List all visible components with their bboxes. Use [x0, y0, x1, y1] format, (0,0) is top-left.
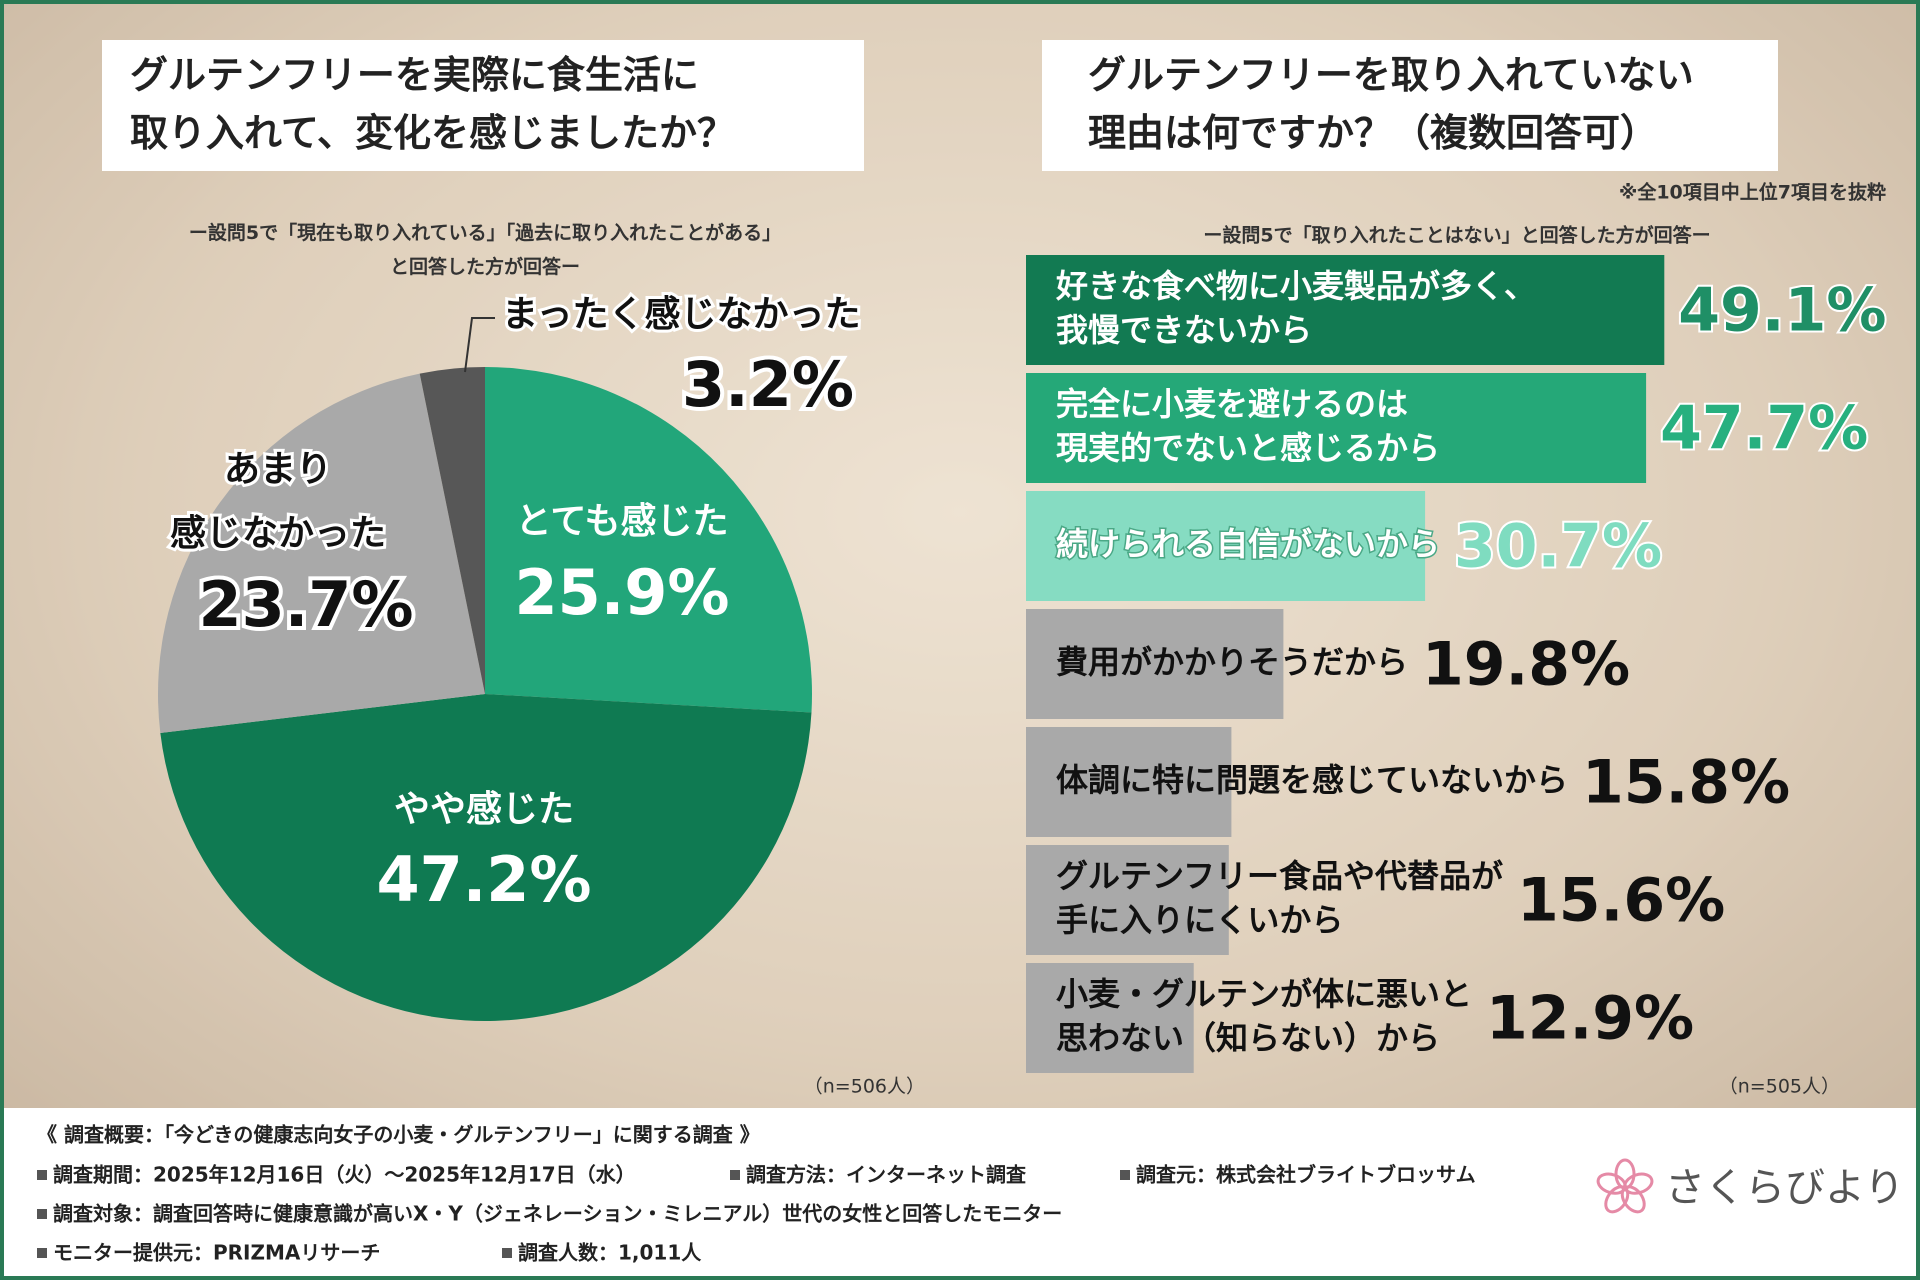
- bar: [1026, 255, 1665, 365]
- footer-item: モニター提供元：PRIZMAリサーチ: [53, 1241, 380, 1265]
- footer-item: 調査方法：インターネット調査: [746, 1163, 1026, 1187]
- bar: [1026, 845, 1229, 955]
- slice-label: あまり感じなかった: [170, 449, 386, 554]
- bar-label: 好きな食べ物に小麦製品が多く、我慢できないから: [1055, 267, 1536, 349]
- chart-title: グルテンフリーを取り入れていない理由は何ですか？（複数回答可）: [1088, 53, 1694, 155]
- bar-label: グルテンフリー食品や代替品が手に入りにくいから: [1056, 857, 1503, 939]
- pie-slice: [419, 367, 485, 694]
- slice-value: 23.7%: [198, 568, 413, 641]
- pie-slice: [158, 373, 485, 733]
- bar: [1026, 963, 1194, 1073]
- slice-value: 3.2%: [682, 348, 854, 421]
- bar: [1026, 609, 1284, 719]
- footer-item: 調査人数：1,011人: [518, 1241, 702, 1265]
- title-box: [102, 40, 864, 171]
- slice-label: まったく感じなかった: [502, 294, 861, 335]
- pie-slice: [160, 694, 812, 1021]
- bar-label: 続けられる自信がないから: [1056, 525, 1440, 563]
- bar: [1026, 727, 1232, 837]
- bar-label: 費用がかかりそうだから: [1056, 643, 1408, 681]
- bar: [1026, 491, 1426, 601]
- bar-value: 47.7%: [1660, 394, 1868, 464]
- bar-value: 30.7%: [1454, 512, 1662, 582]
- bar-label: 完全に小麦を避けるのは現実的でないと感じるから: [1056, 385, 1440, 467]
- bar-value: 19.8%: [1422, 630, 1630, 700]
- title-box: [1042, 40, 1778, 171]
- logo-icon: [1596, 1158, 1654, 1214]
- slice-label: やや感じた: [394, 789, 574, 830]
- footer-item: 調査期間：2025年12月16日（火）～2025年12月17日（水）: [53, 1163, 636, 1187]
- chart-subtitle: ー設問5で「現在も取り入れている」「過去に取り入れたことがある」と回答した方が回…: [189, 221, 781, 278]
- footer-item: 調査対象：調査回答時に健康意識が高いX・Y（ジェネレーション・ミレニアル）世代の…: [53, 1202, 1062, 1226]
- logo-text: さくらびより: [1665, 1165, 1904, 1211]
- bullet: [37, 1170, 47, 1180]
- footer-item: 調査元：株式会社ブライトブロッサム: [1136, 1163, 1476, 1187]
- bar-value: 12.9%: [1486, 984, 1694, 1054]
- bar-value: 15.6%: [1517, 866, 1725, 936]
- slice-label: とても感じた: [515, 501, 728, 542]
- chart-title: グルテンフリーを実際に食生活に取り入れて、変化を感じましたか？: [130, 53, 735, 155]
- bar-label: 体調に特に問題を感じていないから: [1056, 761, 1568, 799]
- bullet: [730, 1170, 740, 1180]
- bullet: [1120, 1170, 1130, 1180]
- bar-value: 49.1%: [1678, 276, 1886, 346]
- footer-panel: [0, 1108, 1920, 1280]
- slice-value: 47.2%: [376, 843, 591, 916]
- bar-label: 小麦・グルテンが体に悪いと思わない（知らない）から: [1056, 975, 1472, 1057]
- bar: [1026, 373, 1647, 483]
- bullet: [37, 1209, 47, 1219]
- chart-subtitle: ー設問5で「取り入れたことはない」と回答した方が回答ー: [1203, 224, 1710, 247]
- slice-value: 25.9%: [514, 556, 729, 629]
- sample-note: （n=506人）: [804, 1076, 925, 1098]
- footer-title: 《 調査概要：「今どきの健康志向女子の小麦・グルテンフリー」に関する調査 》: [37, 1123, 760, 1147]
- bullet: [502, 1248, 512, 1258]
- chart-annotation: ※全10項目中上位7項目を抜粋: [1619, 181, 1886, 204]
- pie-slice: [485, 367, 812, 713]
- leader-line: [464, 317, 495, 373]
- bar-value: 15.8%: [1582, 748, 1790, 818]
- bullet: [37, 1248, 47, 1258]
- sample-note: （n=505人）: [1719, 1076, 1840, 1098]
